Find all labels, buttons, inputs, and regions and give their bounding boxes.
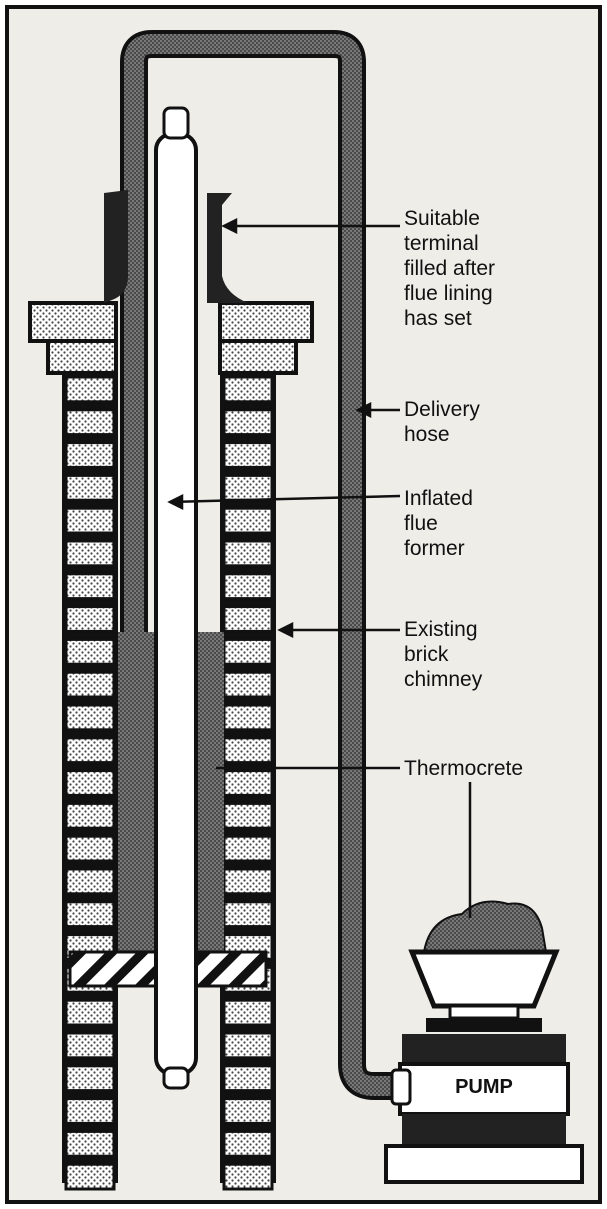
- brick: [222, 769, 274, 797]
- brick: [64, 1162, 116, 1191]
- brick: [222, 375, 274, 404]
- brick: [222, 998, 274, 1027]
- label-thermocrete: Thermocrete: [404, 757, 524, 780]
- label-delivery-hose: Delivery hose: [404, 398, 480, 446]
- brick: [64, 703, 116, 732]
- brick: [222, 539, 274, 568]
- brick: [64, 441, 116, 469]
- brick: [64, 506, 116, 535]
- brick: [222, 441, 274, 469]
- brick: [222, 867, 274, 896]
- brick: [64, 605, 116, 633]
- label-flue-former: Inflated flue former: [404, 487, 473, 560]
- brick: [222, 605, 274, 633]
- thermocrete-fill: [118, 632, 224, 952]
- delivery-hose: [120, 30, 405, 1100]
- brick: [222, 506, 274, 535]
- brick: [222, 670, 274, 699]
- brick: [64, 998, 116, 1027]
- flue-former: [154, 106, 198, 1090]
- brick: [64, 408, 116, 437]
- brick: [64, 801, 116, 830]
- brick: [222, 637, 274, 666]
- label-chimney: Existing brick chimney: [404, 618, 483, 691]
- brick: [222, 1129, 274, 1158]
- chimney-cap: [28, 301, 314, 375]
- leader-lines: [167, 217, 472, 918]
- brick: [222, 473, 274, 502]
- brick: [64, 539, 116, 568]
- brick: [64, 473, 116, 502]
- brick: [64, 900, 116, 929]
- terminal: [104, 190, 248, 303]
- brick: [64, 1097, 116, 1125]
- brick: [64, 375, 116, 404]
- brick: [222, 900, 274, 929]
- brick: [222, 1064, 274, 1093]
- pump: [384, 900, 584, 1184]
- brick: [222, 1031, 274, 1060]
- brick: [64, 1064, 116, 1093]
- brick: [64, 670, 116, 699]
- brick: [222, 801, 274, 830]
- brick: [222, 736, 274, 765]
- brick: [222, 703, 274, 732]
- brick: [64, 637, 116, 666]
- brick: [64, 867, 116, 896]
- leader-former: [169, 494, 401, 504]
- brick: [64, 834, 116, 863]
- brick: [64, 1031, 116, 1060]
- pump-label: PUMP: [455, 1076, 513, 1098]
- brick: [64, 769, 116, 797]
- brick: [222, 408, 274, 437]
- brick: [222, 834, 274, 863]
- brick: [64, 1129, 116, 1158]
- brick: [64, 572, 116, 601]
- brick: [222, 1097, 274, 1125]
- brick: [222, 1162, 274, 1191]
- brick: [64, 736, 116, 765]
- label-terminal: Suitable terminal filled after flue lini…: [404, 207, 496, 330]
- brick: [222, 572, 274, 601]
